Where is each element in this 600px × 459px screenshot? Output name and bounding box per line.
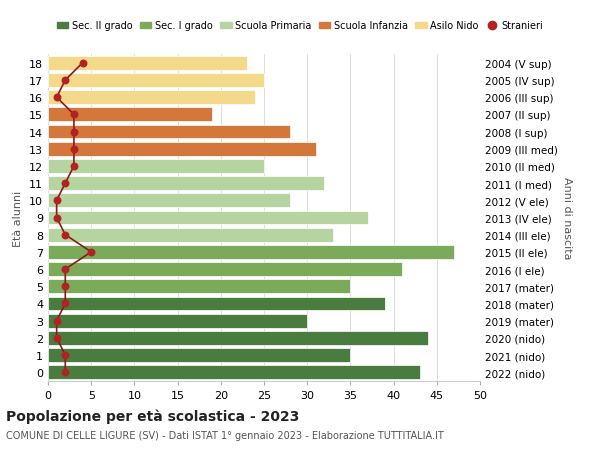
Point bbox=[61, 180, 70, 187]
Point bbox=[61, 300, 70, 308]
Bar bbox=[48, 314, 307, 328]
Point bbox=[61, 352, 70, 359]
Bar bbox=[48, 57, 247, 71]
Bar bbox=[48, 263, 402, 276]
Bar bbox=[48, 160, 264, 174]
Bar bbox=[48, 365, 419, 379]
Point bbox=[86, 249, 96, 256]
Point bbox=[69, 146, 79, 153]
Y-axis label: Anni di nascita: Anni di nascita bbox=[562, 177, 572, 259]
Point bbox=[61, 77, 70, 84]
Bar bbox=[48, 108, 212, 122]
Text: COMUNE DI CELLE LIGURE (SV) - Dati ISTAT 1° gennaio 2023 - Elaborazione TUTTITAL: COMUNE DI CELLE LIGURE (SV) - Dati ISTAT… bbox=[6, 431, 444, 440]
Bar bbox=[48, 177, 325, 190]
Point bbox=[61, 231, 70, 239]
Y-axis label: Età alunni: Età alunni bbox=[13, 190, 23, 246]
Bar bbox=[48, 125, 290, 139]
Bar bbox=[48, 194, 290, 208]
Bar bbox=[48, 143, 316, 156]
Bar bbox=[48, 297, 385, 311]
Bar bbox=[48, 211, 368, 225]
Bar bbox=[48, 91, 256, 105]
Point bbox=[61, 266, 70, 273]
Bar bbox=[48, 74, 264, 88]
Point bbox=[52, 335, 61, 342]
Legend: Sec. II grado, Sec. I grado, Scuola Primaria, Scuola Infanzia, Asilo Nido, Stran: Sec. II grado, Sec. I grado, Scuola Prim… bbox=[53, 17, 547, 35]
Point bbox=[52, 197, 61, 205]
Bar bbox=[48, 348, 350, 362]
Point bbox=[78, 60, 88, 67]
Text: Popolazione per età scolastica - 2023: Popolazione per età scolastica - 2023 bbox=[6, 409, 299, 423]
Point bbox=[69, 163, 79, 170]
Bar bbox=[48, 280, 350, 293]
Point bbox=[61, 369, 70, 376]
Point bbox=[52, 317, 61, 325]
Point bbox=[69, 112, 79, 119]
Point bbox=[52, 94, 61, 101]
Point bbox=[61, 283, 70, 290]
Point bbox=[52, 214, 61, 222]
Bar bbox=[48, 331, 428, 345]
Bar bbox=[48, 246, 454, 259]
Point bbox=[69, 129, 79, 136]
Bar bbox=[48, 228, 333, 242]
